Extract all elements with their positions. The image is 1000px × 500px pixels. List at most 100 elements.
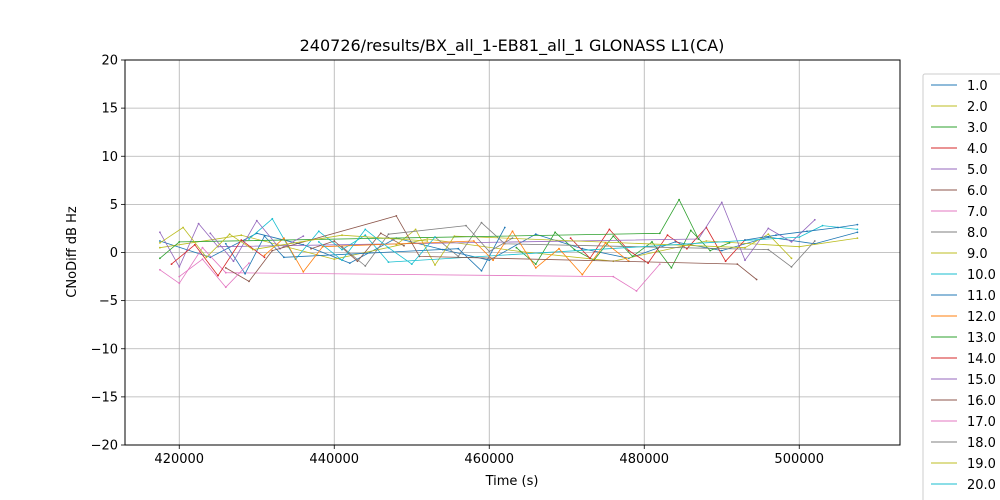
x-axis-label: Time (s): [485, 474, 539, 489]
data-point: [806, 230, 808, 233]
data-point: [488, 259, 491, 262]
legend-label: 19.0: [967, 457, 996, 472]
data-point: [387, 261, 390, 263]
data-point: [310, 247, 312, 250]
data-point: [182, 226, 185, 229]
series-line-3.0: [516, 229, 730, 269]
data-point: [224, 267, 227, 269]
legend-label: 7.0: [967, 205, 988, 220]
data-point: [232, 260, 235, 263]
data-point: [217, 274, 219, 277]
y-axis-label: CNoDiff dB Hz: [65, 206, 80, 298]
y-tick-label: −20: [91, 439, 118, 454]
data-point: [209, 232, 212, 235]
series-line-18.0: [341, 225, 513, 267]
data-point: [534, 267, 537, 269]
y-tick-label: 15: [101, 102, 118, 117]
data-point: [790, 257, 793, 260]
legend-label: 11.0: [967, 289, 996, 304]
data-point: [856, 223, 859, 226]
data-point: [705, 240, 708, 242]
data-point: [744, 259, 746, 262]
data-point: [790, 266, 793, 268]
data-point: [426, 238, 429, 240]
data-point: [813, 240, 816, 242]
legend-items: 1.0 2.0 3.0 4.0 5.0 6.0 7.0 8.0 9.0 10.0 11.0 12.0 1…: [931, 79, 996, 500]
data-point: [317, 230, 320, 233]
legend-label: 13.0: [967, 331, 996, 346]
data-point: [798, 245, 801, 248]
data-point: [224, 242, 227, 245]
y-tick-label: −5: [99, 294, 118, 309]
y-tick-label: 5: [110, 198, 118, 213]
data-point: [244, 272, 247, 275]
data-point: [790, 241, 793, 243]
data-point: [317, 241, 320, 243]
data-point: [554, 231, 556, 234]
legend-label: 1.0: [967, 79, 988, 94]
data-point: [205, 256, 208, 259]
data-point: [492, 259, 494, 262]
x-tick-label: 440000: [309, 452, 359, 467]
data-point: [666, 234, 669, 237]
data-point: [395, 243, 398, 246]
data-point: [240, 234, 243, 237]
x-tick-label: 420000: [154, 452, 204, 467]
series-line-1.0: [159, 231, 858, 264]
data-point: [302, 235, 305, 238]
legend-label: 16.0: [967, 394, 996, 409]
data-point: [379, 232, 382, 235]
y-tick-label: −10: [91, 342, 118, 357]
data-point: [333, 258, 336, 261]
data-point: [569, 237, 572, 240]
series-group: [159, 198, 859, 292]
data-point: [159, 231, 161, 234]
data-point: [178, 275, 181, 278]
data-point: [197, 222, 200, 225]
y-tick-label: 0: [110, 246, 118, 261]
series-line-5.0: [159, 201, 816, 268]
data-point: [612, 235, 615, 238]
series-line-20.0: [318, 228, 436, 265]
data-point: [457, 255, 460, 258]
data-point: [511, 230, 514, 233]
data-point: [767, 227, 770, 230]
data-point: [252, 248, 254, 251]
data-point: [767, 233, 770, 236]
data-point: [224, 271, 227, 274]
legend-frame: [922, 73, 1000, 500]
data-point: [658, 232, 661, 235]
data-point: [798, 236, 801, 239]
y-tick-label: 10: [101, 150, 118, 165]
legend-label: 9.0: [967, 247, 988, 262]
data-point: [480, 221, 483, 224]
series-line-12.0: [264, 230, 630, 276]
series-line-10.0: [248, 218, 858, 263]
series-line-4.0: [570, 227, 746, 264]
data-point: [558, 247, 560, 250]
legend-label: 15.0: [967, 373, 996, 388]
x-axis-ticks: 420000 440000 460000 480000 500000: [154, 445, 824, 467]
data-point: [255, 219, 258, 222]
data-point: [321, 245, 324, 248]
data-point: [224, 286, 227, 289]
data-point: [159, 257, 161, 260]
data-point: [612, 275, 615, 278]
data-point: [689, 229, 692, 232]
data-point: [201, 258, 204, 261]
data-point: [434, 236, 436, 239]
data-point: [775, 234, 777, 237]
data-point: [744, 239, 746, 241]
data-point: [453, 235, 456, 238]
data-point: [581, 273, 584, 276]
data-point: [341, 248, 343, 251]
data-point: [744, 246, 746, 249]
data-point: [480, 269, 483, 272]
data-point: [159, 246, 161, 249]
y-tick-label: −15: [91, 390, 118, 405]
data-point: [364, 234, 367, 237]
data-point: [364, 228, 367, 231]
data-point: [302, 270, 305, 273]
data-point: [159, 240, 161, 242]
